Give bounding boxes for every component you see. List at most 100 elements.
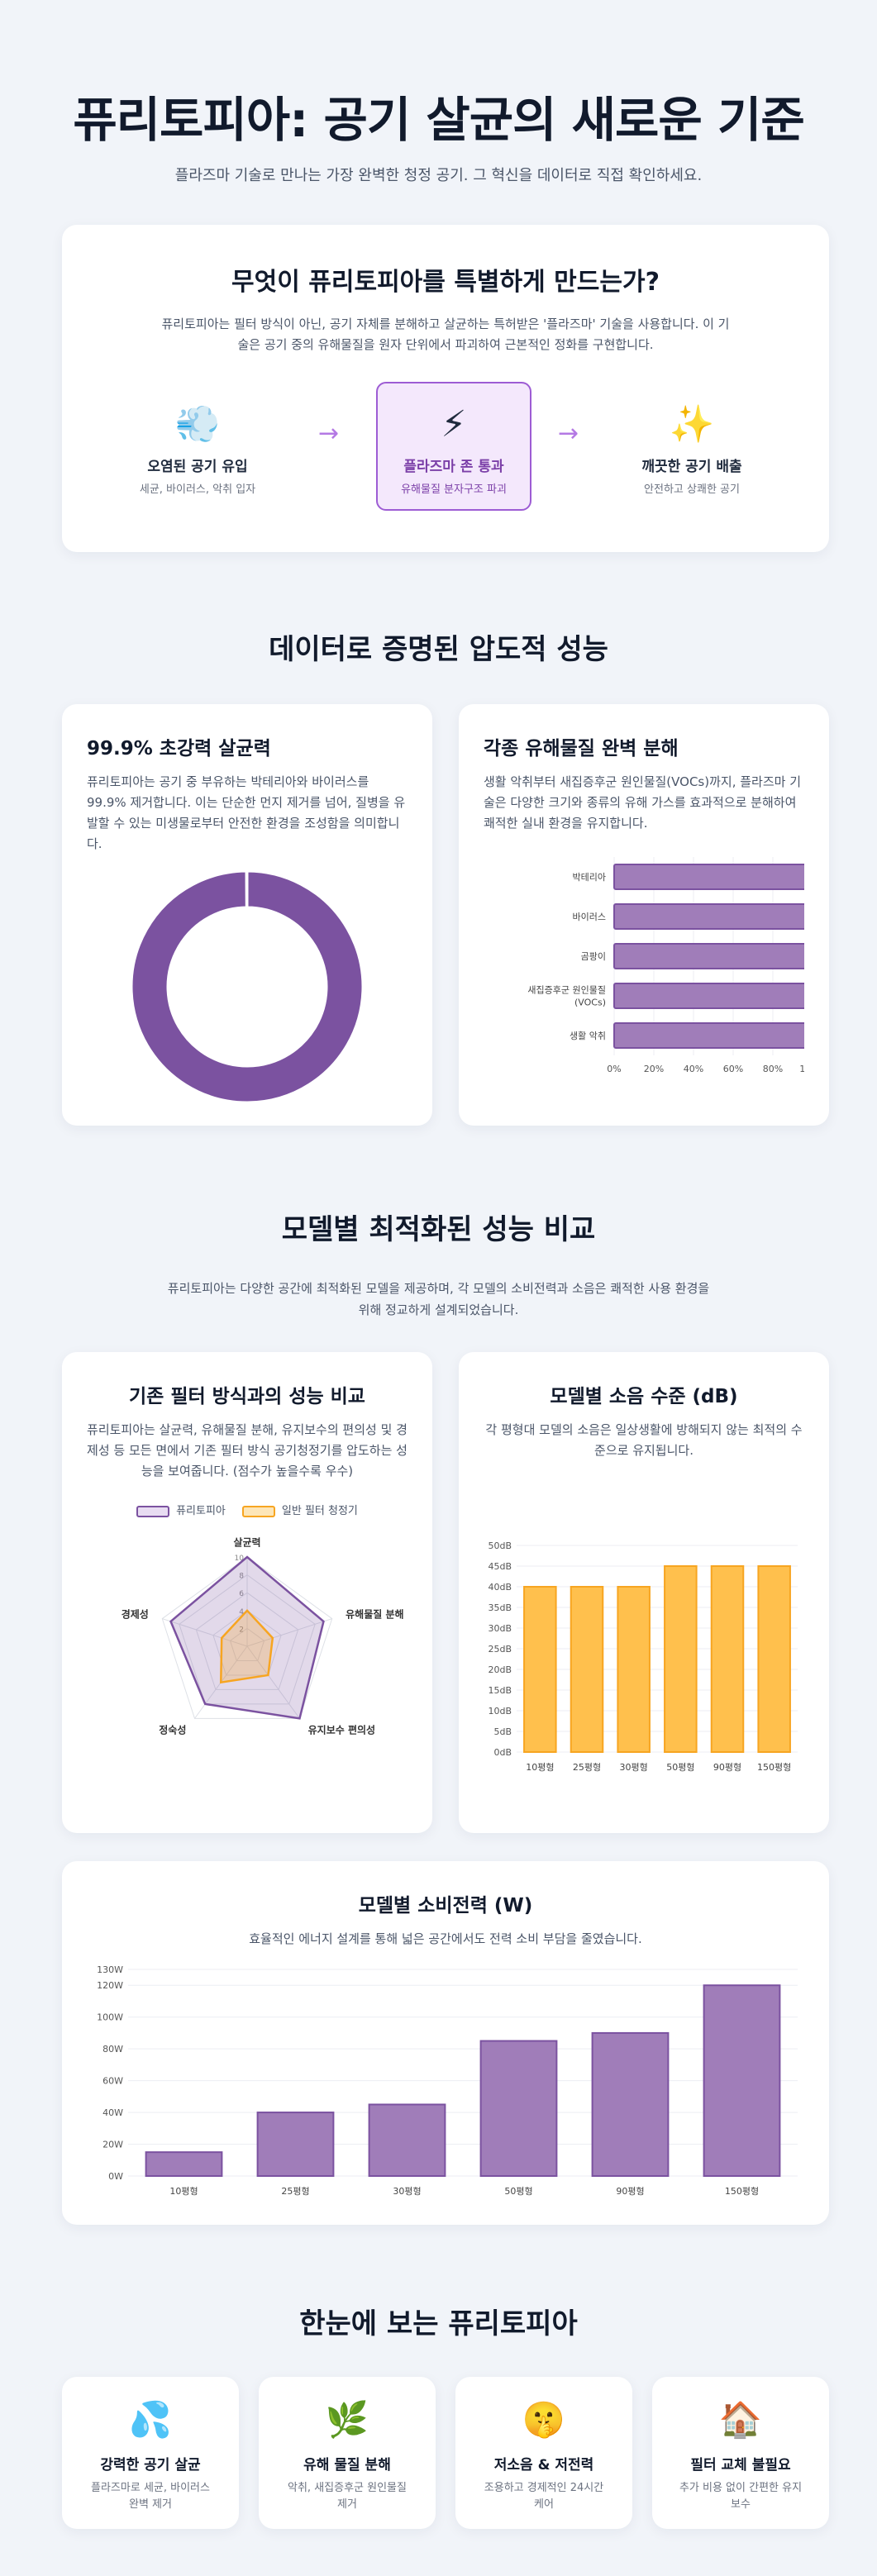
sterilization-desc: 퓨리토피아는 공기 중 부유하는 박테리아와 바이러스를 99.9% 제거합니다… [87, 774, 406, 851]
grid-ring [212, 1610, 282, 1676]
x-tick-label: 80% [763, 1064, 783, 1074]
quiet-face-icon: 🤫 [522, 2399, 566, 2440]
feature-title: 강력한 공기 살균 [100, 2457, 201, 2474]
x-tick-label: 100% [799, 1064, 804, 1074]
x-tick-label: 150평형 [757, 1762, 791, 1773]
y-tick-label: 10dB [488, 1706, 512, 1717]
step-sub: 유해물질 분자구조 파괴 [401, 483, 507, 496]
models-desc: 퓨리토피아는 다양한 공간에 최적화된 모델을 제공하며, 각 모델의 소비전력… [167, 1281, 710, 1317]
step-plasma: ⚡ 플라즈마 존 통과 유해물질 분자구조 파괴 [376, 382, 531, 511]
y-tick-label: 40dB [488, 1582, 512, 1593]
intro-title: 무엇이 퓨리토피아를 특별하게 만드는가? [231, 268, 660, 297]
series-area [169, 1555, 325, 1720]
y-tick-label: 50dB [488, 1540, 512, 1551]
decomposition-card: 각종 유해물질 완벽 분해 생활 악취부터 새집증후군 원인물질(VOCs)까지… [459, 704, 829, 1126]
step-intake: 💨 오염된 공기 유입 세균, 바이러스, 악취 입자 [115, 402, 280, 496]
sparkles-icon: ✨ [669, 403, 715, 445]
power-title: 모델별 소비전력 (W) [358, 1895, 533, 1917]
y-tick-label: 20dB [488, 1664, 512, 1675]
legend-swatch [136, 1505, 170, 1517]
feature-title: 유해 물질 분해 [303, 2457, 391, 2474]
bar [479, 2040, 558, 2177]
arrow-icon: → [318, 419, 340, 448]
feature-card: 💦 강력한 공기 살균 플라즈마로 세균, 바이러스 완벽 제거 [62, 2377, 239, 2529]
radar-card: 기존 필터 방식과의 성능 비교 퓨리토피아는 살균력, 유해물질 분해, 유지… [62, 1352, 432, 1833]
y-tick-label: 곰팡이 [581, 951, 606, 962]
feature-title: 필터 교체 불필요 [690, 2457, 791, 2474]
bar [613, 1022, 811, 1049]
x-tick-label: 10평형 [526, 1762, 554, 1773]
y-tick-label: 30dB [488, 1623, 512, 1634]
wind-icon: 💨 [174, 403, 221, 445]
decomposition-title: 각종 유해물질 완벽 분해 [484, 738, 679, 759]
bar [664, 1565, 698, 1753]
noise-bar-chart: 0dB 5dB 10dB 15dB 20dB 25dB 30dB 35dB 40dB 45dB 50… [488, 1540, 798, 1773]
x-tick-label: 90평형 [713, 1762, 741, 1773]
feature-card: 🤫 저소음 & 저전력 조용하고 경제적인 24시간 케어 [455, 2377, 632, 2529]
step-sub: 세균, 바이러스, 악취 입자 [139, 483, 256, 496]
bar [523, 1586, 557, 1753]
x-tick-label: 60% [723, 1064, 743, 1074]
series-area [219, 1608, 274, 1684]
spray-icon: 💦 [128, 2399, 173, 2440]
noise-card: 모델별 소음 수준 (dB) 각 평형대 모델의 소음은 일상생활에 방해되지 … [459, 1352, 829, 1833]
feature-sub: 조용하고 경제적인 24시간 케어 [484, 2482, 604, 2511]
r-tick-label: 4 [239, 1608, 244, 1617]
models-title: 모델별 최적화된 성능 비교 [281, 1213, 596, 1246]
donut-slice [245, 869, 249, 909]
power-bar-chart: 0W 20W 40W 60W 80W 100W 120W 130W 10평형 25평형 30평형 50… [97, 1964, 798, 2197]
bar [145, 2151, 223, 2177]
bar [757, 1565, 791, 1753]
bar [570, 1586, 604, 1753]
hero: 퓨리토피아: 공기 살균의 새로운 기준 플라즈마 기술로 만나는 가장 완벽한… [0, 0, 877, 185]
x-tick-label: 90평형 [616, 2186, 644, 2197]
x-tick-label: 50평형 [666, 1762, 694, 1773]
feature-sub: 플라즈마로 세균, 바이러스 완벽 제거 [91, 2482, 210, 2511]
process-flow: 💨 오염된 공기 유입 세균, 바이러스, 악취 입자 → ⚡ 플라즈마 존 통… [62, 382, 829, 514]
bar [703, 1984, 781, 2177]
axis-line [246, 1618, 332, 1647]
noise-desc: 각 평형대 모델의 소음은 일상생활에 방해되지 않는 최적의 수준으로 유지됩… [485, 1422, 803, 1458]
y-tick-label: 35dB [488, 1602, 512, 1613]
bar [591, 2031, 670, 2177]
axis-label: 살균력 [233, 1537, 260, 1549]
y-tick-label: 0W [108, 2171, 123, 2182]
y-tick-label: 5dB [493, 1726, 512, 1737]
grid-ring [179, 1574, 316, 1705]
y-tick-label: 80W [102, 2044, 123, 2055]
decomposition-desc: 생활 악취부터 새집증후군 원인물질(VOCs)까지, 플라즈마 기술은 다양한… [484, 774, 802, 831]
y-tick-label: 60W [102, 2076, 123, 2087]
grid-ring [161, 1556, 333, 1719]
donut-chart [130, 869, 365, 1104]
y-tick-label: 생활 악취 [570, 1030, 606, 1041]
step-sub: 안전하고 상쾌한 공기 [644, 483, 740, 496]
y-tick-label: 45dB [488, 1561, 512, 1572]
y-tick-label: 0dB [493, 1747, 512, 1758]
legend-item-puritopia[interactable]: 퓨리토피아 [136, 1502, 226, 1517]
bar [613, 983, 810, 1009]
arrow-icon: → [558, 419, 579, 448]
step-title: 플라즈마 존 통과 [403, 459, 504, 475]
intro-card: 무엇이 퓨리토피아를 특별하게 만드는가? 퓨리토피아는 필터 방식이 아닌, … [62, 225, 829, 552]
y-tick-label: 박테리아 [573, 872, 606, 883]
intro-desc: 퓨리토피아는 필터 방식이 아닌, 공기 자체를 분해하고 살균하는 특허받은 … [161, 317, 730, 352]
feature-card: 🏠 필터 교체 불필요 추가 비용 없이 간편한 유지보수 [652, 2377, 829, 2529]
y-tick-label: 40W [102, 2107, 123, 2118]
y-tick-label: 25dB [488, 1644, 512, 1655]
x-tick-label: 30평형 [620, 1762, 648, 1773]
legend-item-filter[interactable]: 일반 필터 청정기 [241, 1502, 358, 1517]
radar-title: 기존 필터 방식과의 성능 비교 [129, 1386, 365, 1407]
page-title: 퓨리토피아: 공기 살균의 새로운 기준 [73, 92, 804, 148]
x-tick-label: 40% [684, 1064, 703, 1074]
x-tick-label: 25평형 [573, 1762, 601, 1773]
axis-label: 경제성 [122, 1608, 149, 1620]
bar [710, 1565, 745, 1753]
r-tick-label: 2 [239, 1626, 244, 1634]
r-tick-label: 6 [239, 1590, 244, 1598]
sterilization-title: 99.9% 초강력 살균력 [87, 738, 271, 759]
x-tick-label: 150평형 [725, 2186, 759, 2197]
axis-label: 정숙성 [159, 1723, 186, 1736]
bar [613, 864, 813, 890]
